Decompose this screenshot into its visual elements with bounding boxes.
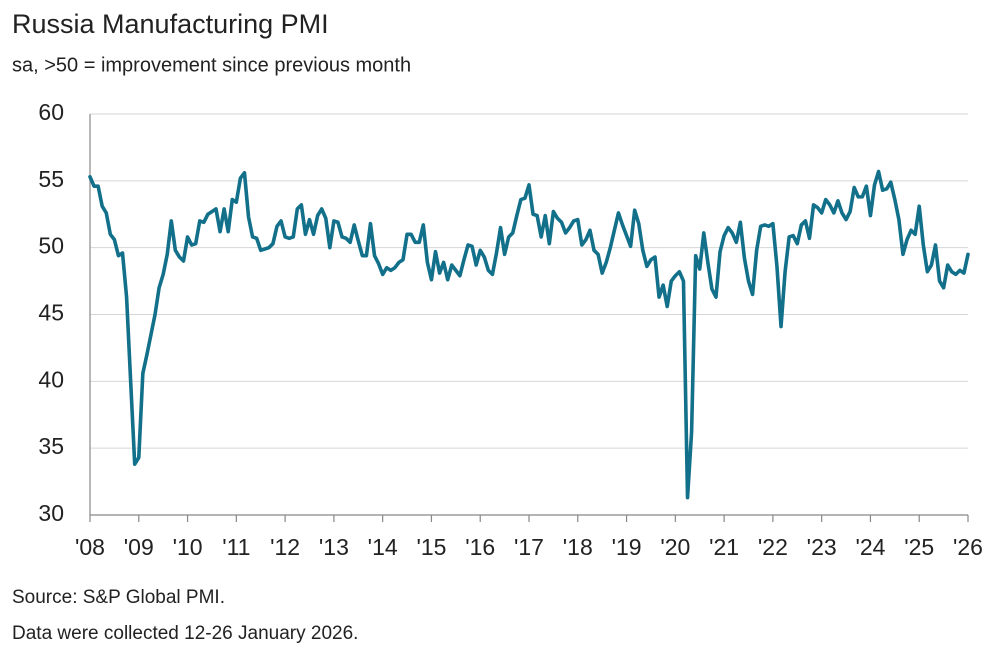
y-tick-label: 40 xyxy=(38,366,64,392)
collection-note: Data were collected 12-26 January 2026. xyxy=(12,623,358,644)
y-tick-label: 35 xyxy=(38,433,64,459)
pmi-line xyxy=(88,169,970,500)
x-tick-label: '23 xyxy=(807,534,837,560)
x-tick-label: '16 xyxy=(465,534,495,560)
x-tick-label: '15 xyxy=(416,534,446,560)
y-tick-label: 45 xyxy=(38,300,64,326)
x-tick-label: '13 xyxy=(319,534,349,560)
x-tick-label: '09 xyxy=(124,534,154,560)
x-tick-label: '25 xyxy=(904,534,934,560)
y-tick-label: 30 xyxy=(38,500,64,526)
y-tick-label: 50 xyxy=(38,233,64,259)
x-tick-label: '17 xyxy=(514,534,544,560)
x-tick-label: '20 xyxy=(660,534,690,560)
chart-title: Russia Manufacturing PMI xyxy=(12,9,329,39)
x-tick-label: '14 xyxy=(368,534,398,560)
x-tick-label: '08 xyxy=(75,534,105,560)
source-note: Source: S&P Global PMI. xyxy=(12,587,225,608)
x-tick-label: '26 xyxy=(953,534,983,560)
x-tick-label: '24 xyxy=(855,534,885,560)
x-tick-label: '10 xyxy=(173,534,203,560)
x-tick-label: '19 xyxy=(612,534,642,560)
y-tick-label: 55 xyxy=(38,166,64,192)
y-tick-label: 60 xyxy=(38,99,64,125)
chart-subtitle: sa, >50 = improvement since previous mon… xyxy=(12,54,411,76)
x-tick-label: '22 xyxy=(758,534,788,560)
x-tick-label: '21 xyxy=(709,534,739,560)
x-tick-label: '11 xyxy=(222,534,250,560)
x-tick-label: '12 xyxy=(270,534,300,560)
x-tick-label: '18 xyxy=(563,534,593,560)
